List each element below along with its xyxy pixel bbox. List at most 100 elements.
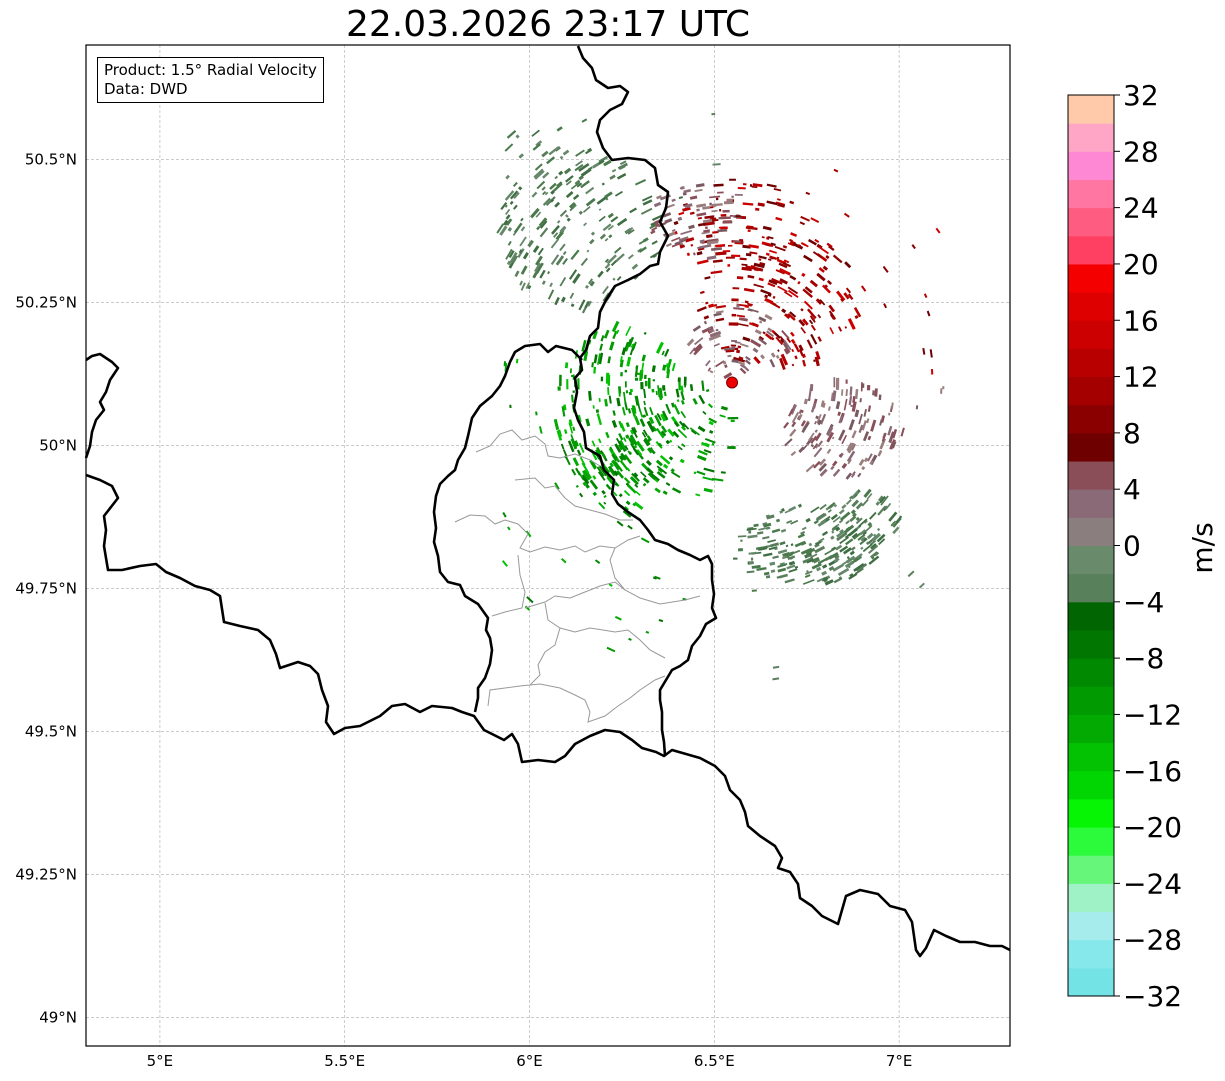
- echo-cell: [534, 262, 542, 273]
- echo-cell: [679, 186, 684, 190]
- echo-cell: [647, 377, 651, 389]
- echo-cell: [520, 265, 528, 275]
- echo-cell: [585, 197, 596, 207]
- echo-cell: [607, 225, 614, 231]
- echo-cell: [879, 495, 886, 504]
- colorbar-segment: [1068, 376, 1114, 406]
- echo-cell: [812, 251, 822, 258]
- colorbar-segment: [1068, 629, 1114, 659]
- echo-cell: [923, 293, 928, 299]
- echo-cell: [751, 185, 758, 189]
- echo-cell: [737, 186, 746, 190]
- echo-cell: [741, 266, 752, 272]
- colorbar-segment: [1068, 151, 1114, 180]
- colorbar-segment: [1068, 235, 1114, 265]
- echo-cell: [532, 245, 540, 253]
- echo-cell: [551, 224, 560, 235]
- echo-cell: [853, 307, 862, 318]
- echo-cell: [648, 416, 655, 425]
- echo-cell: [847, 527, 858, 537]
- echo-cell: [643, 388, 647, 399]
- echo-cell: [797, 244, 802, 248]
- echo-cell: [849, 386, 853, 396]
- colorbar-segment: [1068, 404, 1114, 434]
- echo-cell: [722, 220, 733, 224]
- echo-cell: [845, 389, 848, 397]
- colorbar-segment: [1068, 911, 1114, 941]
- echo-cell: [822, 576, 829, 582]
- echo-cell: [654, 575, 661, 580]
- echo-cell: [830, 535, 835, 540]
- echo-cell: [671, 362, 676, 372]
- echo-cell: [730, 419, 735, 423]
- echo-cell: [619, 422, 626, 432]
- echo-cell: [598, 352, 604, 365]
- echo-cell: [858, 458, 865, 466]
- echo-cell: [624, 381, 627, 388]
- echo-cell: [839, 545, 849, 553]
- echo-cell: [643, 374, 647, 380]
- echo-cell: [743, 287, 755, 293]
- echo-cell: [577, 378, 580, 390]
- echo-cell: [865, 541, 870, 545]
- echo-cell: [775, 518, 781, 523]
- echo-cell: [548, 146, 560, 156]
- echo-cell: [892, 441, 897, 449]
- echo-cell: [797, 533, 805, 539]
- echo-cell: [863, 537, 868, 542]
- echo-cell: [834, 554, 840, 560]
- echo-cell: [861, 285, 867, 292]
- echo-cell: [647, 439, 651, 443]
- echo-cell: [704, 276, 711, 280]
- echo-cell: [646, 435, 652, 442]
- echo-cell: [779, 541, 786, 546]
- echo-cell: [505, 174, 510, 180]
- echo-cell: [817, 440, 824, 448]
- echo-cell: [572, 390, 575, 393]
- colorbar-segment: [1068, 123, 1114, 152]
- echo-cell: [694, 188, 703, 193]
- echo-cell: [800, 409, 804, 414]
- echo-cell: [771, 528, 781, 534]
- echo-cell: [606, 476, 614, 485]
- echo-cell: [861, 420, 867, 431]
- echo-cell: [726, 198, 733, 202]
- echo-cell: [759, 320, 763, 324]
- echo-cell: [503, 219, 509, 226]
- echo-cell: [696, 203, 707, 208]
- lat-tick-label: 49°N: [39, 1008, 77, 1026]
- echo-cell: [767, 258, 772, 261]
- echo-cell: [628, 391, 632, 396]
- echo-cell: [616, 470, 625, 479]
- echo-cell: [791, 421, 797, 428]
- echo-cell: [663, 212, 672, 218]
- echo-cell: [596, 413, 603, 426]
- echo-cell: [657, 385, 661, 398]
- echo-cell: [749, 251, 758, 255]
- echo-cell: [868, 544, 879, 554]
- echo-cell: [581, 475, 589, 485]
- echo-cell: [520, 226, 526, 232]
- echo-cell: [851, 430, 857, 439]
- echo-cell: [614, 615, 622, 621]
- echo-cell: [713, 342, 720, 347]
- echo-cell: [911, 244, 916, 250]
- echo-cell: [593, 354, 598, 364]
- echo-cell: [704, 437, 716, 444]
- echo-cell: [652, 379, 656, 382]
- echo-cell: [536, 180, 546, 190]
- echo-cell: [608, 234, 613, 239]
- echo-cell: [570, 249, 580, 261]
- echo-cell: [753, 283, 764, 289]
- echo-cell: [627, 254, 634, 260]
- echo-cell: [605, 484, 611, 490]
- echo-cell: [591, 440, 596, 447]
- echo-cell: [815, 415, 819, 420]
- echo-cell: [798, 344, 804, 352]
- echo-cell: [567, 440, 575, 453]
- echo-cell: [655, 459, 663, 467]
- echo-cell: [592, 491, 598, 497]
- echo-cell: [835, 401, 841, 410]
- echo-cell: [605, 267, 611, 273]
- echo-cell: [845, 499, 852, 506]
